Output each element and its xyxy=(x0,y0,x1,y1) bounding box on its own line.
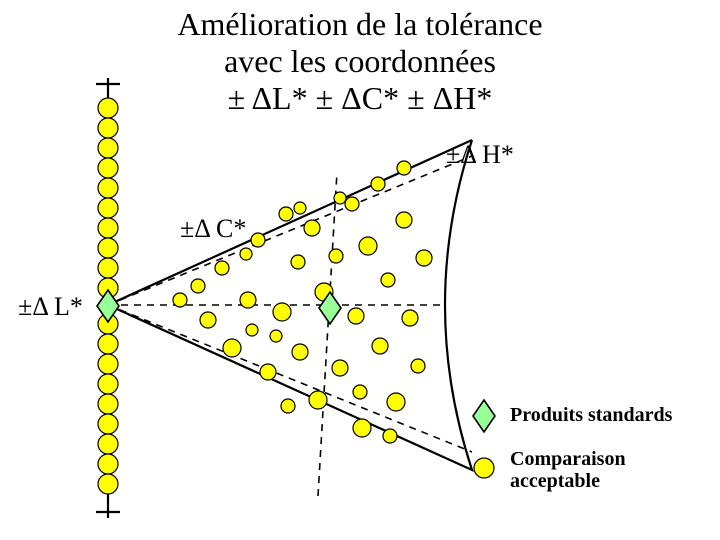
sample-dot xyxy=(353,419,371,437)
sample-dot xyxy=(240,248,252,260)
axis-dot xyxy=(98,434,118,454)
axis-dot xyxy=(98,238,118,258)
axis-dot xyxy=(98,334,118,354)
axis-dot xyxy=(98,158,118,178)
axis-dot xyxy=(98,218,118,238)
sample-dot xyxy=(359,237,377,255)
legend-diamond-icon xyxy=(473,400,495,432)
axis-dot xyxy=(98,394,118,414)
axis-dot xyxy=(98,178,118,198)
sample-dot xyxy=(416,250,432,266)
axis-dot xyxy=(98,118,118,138)
sample-dot xyxy=(332,360,348,376)
sample-dot xyxy=(383,429,397,443)
sample-dot xyxy=(397,161,411,175)
axis-dot xyxy=(98,414,118,434)
sample-dot xyxy=(273,303,291,321)
sample-dot xyxy=(345,197,359,211)
sample-dot xyxy=(294,202,306,214)
sample-dot xyxy=(281,399,295,413)
sample-dot xyxy=(240,292,256,308)
sample-dot xyxy=(334,192,346,204)
legend-circle-icon xyxy=(474,458,494,478)
dashed-chord xyxy=(318,172,337,496)
sample-dot xyxy=(329,249,343,263)
axis-dot xyxy=(98,138,118,158)
sample-dot xyxy=(251,233,265,247)
sample-dot xyxy=(396,212,412,228)
sample-dot xyxy=(246,324,258,336)
sample-dot xyxy=(279,207,293,221)
sample-dot xyxy=(291,255,305,269)
sample-dot xyxy=(270,330,282,342)
axis-dot xyxy=(98,454,118,474)
sample-dot xyxy=(304,220,320,236)
sample-dot xyxy=(372,338,388,354)
axis-dot xyxy=(98,198,118,218)
diagram-svg xyxy=(0,0,720,540)
sample-dot xyxy=(223,339,241,357)
sample-dot xyxy=(200,312,216,328)
sample-dot xyxy=(215,261,229,275)
sample-dot xyxy=(309,391,327,409)
axis-dot xyxy=(98,374,118,394)
sample-dot xyxy=(381,273,395,287)
axis-dot xyxy=(98,98,118,118)
sample-dot xyxy=(173,293,187,307)
sample-dot xyxy=(411,359,425,373)
axis-dot xyxy=(98,258,118,278)
dashed-top xyxy=(108,156,472,305)
sample-dot xyxy=(260,364,276,380)
sample-dot xyxy=(402,310,418,326)
dashed-bot xyxy=(108,305,472,452)
axis-dot xyxy=(98,354,118,374)
sample-dot xyxy=(292,344,308,360)
sample-dot xyxy=(191,279,205,293)
sample-dot xyxy=(371,177,385,191)
sample-dot xyxy=(353,385,367,399)
axis-dot xyxy=(98,474,118,494)
sample-dot xyxy=(387,393,405,411)
sample-dot xyxy=(348,308,364,324)
